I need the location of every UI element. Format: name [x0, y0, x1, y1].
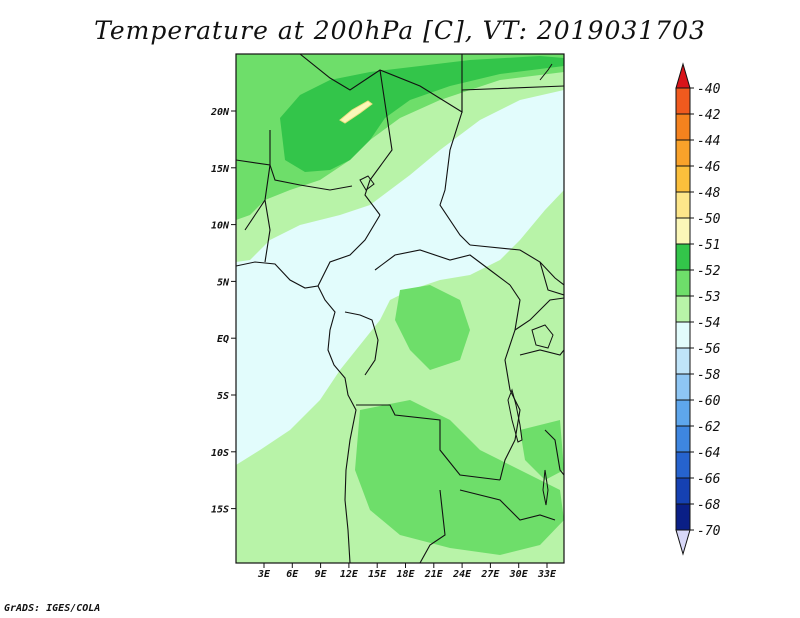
border-drc-east	[499, 284, 521, 481]
field-pale-west	[236, 262, 330, 430]
field-medium-green-southeast	[520, 420, 564, 480]
lake-chad	[359, 175, 375, 191]
colorbar-label: -62	[697, 420, 721, 435]
colorbar-swatch	[675, 477, 691, 505]
border-congo	[344, 311, 379, 376]
colorbar-label: -54	[697, 316, 720, 331]
lakes	[359, 63, 554, 506]
lat-tick-label: 20N	[210, 107, 230, 118]
lon-tick-label: 33E	[537, 569, 557, 580]
colorbar-label: -68	[697, 498, 721, 513]
colorbar-swatch	[675, 347, 691, 375]
lon-tick-label: 18E	[396, 569, 415, 580]
colorbar-swatch	[675, 217, 691, 245]
colorbar-swatch	[675, 451, 691, 479]
border-angola-zambia	[419, 489, 446, 563]
lat-tick-label: EQ	[217, 334, 229, 345]
colorbar-label: -44	[697, 134, 720, 149]
lat-tick-label: 10S	[211, 448, 229, 459]
border-ethiopia	[539, 261, 564, 296]
colorbar-swatch	[675, 295, 691, 323]
colorbar-label: -52	[697, 264, 721, 279]
lon-tick-label: 6E	[286, 569, 299, 580]
colorbar-swatch	[675, 191, 691, 219]
field-dark-green-north	[280, 56, 564, 172]
colorbar-label: -70	[697, 524, 721, 539]
colorbar-swatch	[675, 399, 691, 427]
colorbar-high-end	[675, 62, 691, 89]
border-mozambique	[544, 429, 564, 476]
lake-victoria	[531, 324, 554, 349]
lon-tick-label: 3E	[257, 569, 271, 580]
colorbar-label: -60	[697, 394, 721, 409]
colorbar: -40 -42 -44 -46 -48 -50 -51 -52 -53 -54 -56 -58 -60 -…	[675, 62, 721, 556]
country-borders	[236, 54, 564, 563]
colorbar-swatch	[675, 139, 691, 167]
colorbar-label: -46	[697, 160, 721, 175]
lake-tanganyika	[507, 388, 523, 443]
colorbar-label: -48	[697, 186, 721, 201]
colorbar-swatch	[675, 503, 691, 531]
border-chad-sudan	[439, 111, 471, 246]
colorbar-label: -66	[697, 472, 721, 487]
border-north-africa	[236, 159, 353, 191]
border-libya-egypt	[461, 85, 564, 112]
colorbar-low-end	[675, 529, 691, 556]
border-car-drc	[374, 249, 511, 286]
latitude-ticks: 20N 15N 10N 5N EQ 5S 10S 15S	[210, 107, 236, 516]
lon-tick-label: 15E	[368, 569, 387, 580]
lon-tick-label: 9E	[315, 569, 328, 580]
lon-tick-label: 21E	[424, 569, 444, 580]
coastline-west	[236, 261, 357, 563]
field-medium-green-south	[355, 400, 564, 555]
grads-credit: GrADS: IGES/COLA	[4, 603, 101, 614]
border-west-africa-b	[264, 199, 271, 263]
temperature-field	[236, 54, 564, 563]
border-drc-angola	[356, 404, 501, 481]
lat-tick-label: 10N	[211, 221, 230, 232]
colorbar-swatch	[675, 87, 691, 115]
colorbar-label: -40	[697, 82, 721, 97]
colorbar-label: -53	[697, 290, 720, 305]
colorbar-swatch	[675, 269, 691, 297]
colorbar-swatch	[675, 321, 691, 349]
colorbar-label: -64	[697, 446, 720, 461]
colorbar-swatch	[675, 113, 691, 141]
red-sea-coast	[539, 63, 553, 81]
field-yellow-streak	[339, 100, 373, 124]
lon-tick-label: 27E	[480, 569, 500, 580]
lat-tick-label: 15S	[211, 505, 229, 516]
lon-tick-label: 24E	[452, 569, 472, 580]
map-frame	[235, 53, 565, 564]
colorbar-swatch	[675, 165, 691, 193]
field-medium-green-central	[395, 285, 470, 370]
colorbar-swatch	[675, 243, 691, 271]
colorbar-swatch	[675, 425, 691, 453]
lat-tick-label: 5N	[217, 277, 230, 288]
colorbar-label: -51	[697, 238, 720, 253]
colorbar-label: -58	[697, 368, 721, 383]
lat-tick-label: 5S	[217, 391, 229, 402]
lat-tick-label: 15N	[211, 164, 230, 175]
lon-tick-label: 30E	[509, 569, 529, 580]
lake-malawi	[542, 469, 549, 506]
border-east-africa	[514, 297, 564, 331]
border-zambia	[459, 489, 556, 521]
border-car	[317, 214, 381, 287]
colorbar-swatch	[675, 373, 691, 401]
border-east-africa-b	[519, 349, 564, 356]
border-niger-chad	[364, 69, 393, 216]
lon-tick-label: 12E	[340, 569, 359, 580]
colorbar-label: -56	[697, 342, 721, 357]
map-title: Temperature at 200hPa [C], VT: 201903170…	[94, 16, 706, 45]
colorbar-label: -50	[697, 212, 721, 227]
colorbar-label: -42	[697, 108, 721, 123]
longitude-ticks: 3E 6E 9E 12E 15E 18E 21E 24E 27E 30E 33E	[257, 563, 557, 580]
